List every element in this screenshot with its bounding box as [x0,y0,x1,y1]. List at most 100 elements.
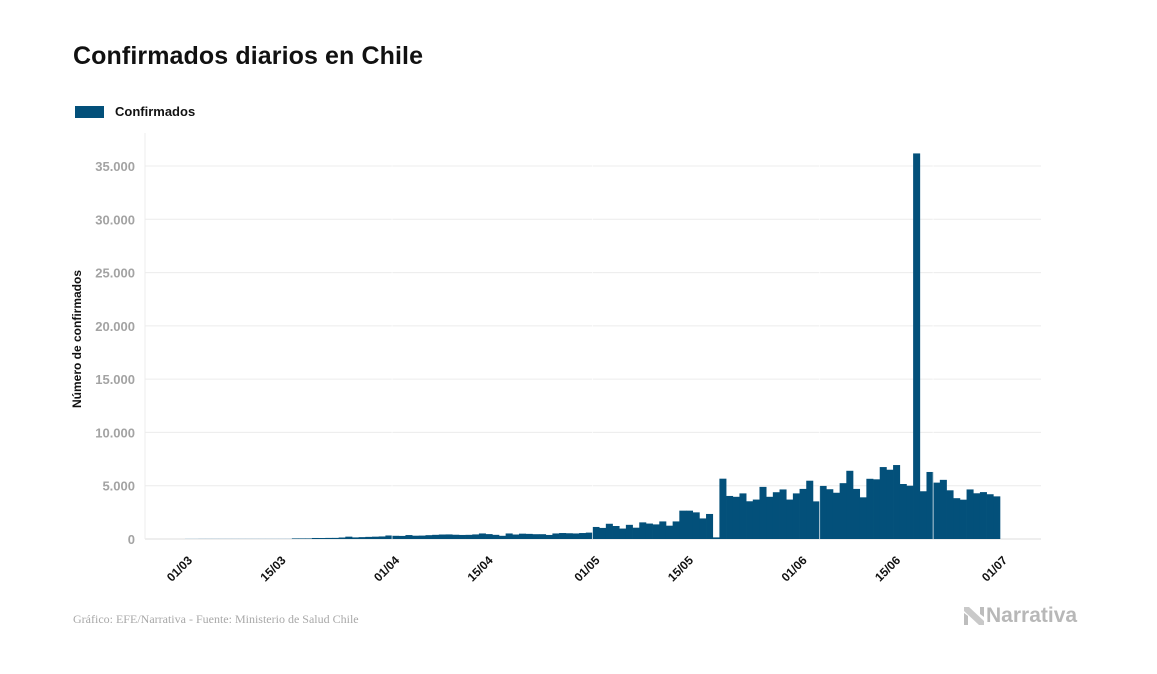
bar [519,533,527,539]
bar [198,538,206,539]
bar [645,523,653,539]
bar [432,534,440,539]
bar [438,534,446,539]
bar [392,535,400,539]
bar [893,465,901,539]
x-tick-label: 01/07 [979,553,1010,584]
bar [859,497,867,539]
bar [759,486,767,539]
bar [445,534,453,539]
bar [732,496,740,539]
bar [886,469,894,539]
bar [625,524,633,539]
bar [372,536,380,539]
bar [973,493,981,539]
bar [786,499,794,539]
bar [539,534,547,539]
bar [659,521,667,539]
bar [933,482,941,539]
legend-swatch [75,105,104,118]
bar [398,535,406,539]
bar [498,535,506,539]
bar [979,492,987,539]
bar [271,538,279,539]
bar [338,537,346,539]
bar [873,479,881,539]
bar [686,510,694,539]
y-tick-label: 5.000 [102,479,135,494]
bar [639,522,647,539]
bar [572,533,580,539]
bar [238,538,246,539]
narrativa-logo: Narrativa [964,604,1077,628]
bar [672,521,680,539]
bar [492,534,500,539]
bar [712,537,720,539]
bar [331,537,339,539]
bar [939,479,947,539]
bar [231,538,239,539]
bar [352,537,360,539]
bar [853,488,861,539]
bar [412,535,420,539]
bar [452,534,460,539]
bar [318,538,326,539]
x-tick-label: 01/05 [571,553,602,584]
logo-text: Narrativa [986,604,1078,627]
bar [325,537,333,539]
bar [291,538,299,539]
bar [465,534,473,539]
x-tick-label: 01/06 [779,553,810,584]
bar [946,490,954,539]
bar [839,483,847,539]
bar [458,534,466,539]
bar [919,491,927,539]
bar [679,510,687,539]
y-tick-label: 15.000 [95,372,135,387]
gridlines [144,133,1041,540]
bar [966,489,974,539]
bar [652,524,660,539]
bar [899,484,907,539]
bar [278,538,286,539]
bar [245,538,253,539]
bar [211,538,219,539]
bar [512,534,520,539]
x-tick-label: 01/04 [371,553,402,584]
bar [792,493,800,539]
bar [565,533,573,539]
bar [726,495,734,539]
chart-title: Confirmados diarios en Chile [73,42,424,70]
bar [405,535,413,539]
bar [559,533,567,539]
bar [365,536,373,539]
bar [806,480,814,539]
bar [632,527,640,539]
bar [305,538,313,539]
bar [579,533,587,539]
bar [285,538,293,539]
bar [185,538,193,539]
bar [191,538,199,539]
x-tick-label: 15/05 [665,553,696,584]
x-tick-label: 15/04 [465,553,496,584]
bar [706,513,714,539]
bar [832,492,840,539]
bar [485,534,493,539]
bar [218,538,226,539]
bar [612,526,620,539]
bar [665,525,673,539]
bar [692,512,700,539]
bar [719,478,727,539]
bar [819,485,827,539]
bar [739,493,747,539]
bar [605,523,613,539]
bar [779,489,787,539]
bar [425,535,433,539]
y-tick-label: 10.000 [95,425,135,440]
bars [185,133,1001,540]
bar [993,496,1001,539]
bar [986,494,994,539]
bar [619,528,627,539]
bar [879,467,887,539]
